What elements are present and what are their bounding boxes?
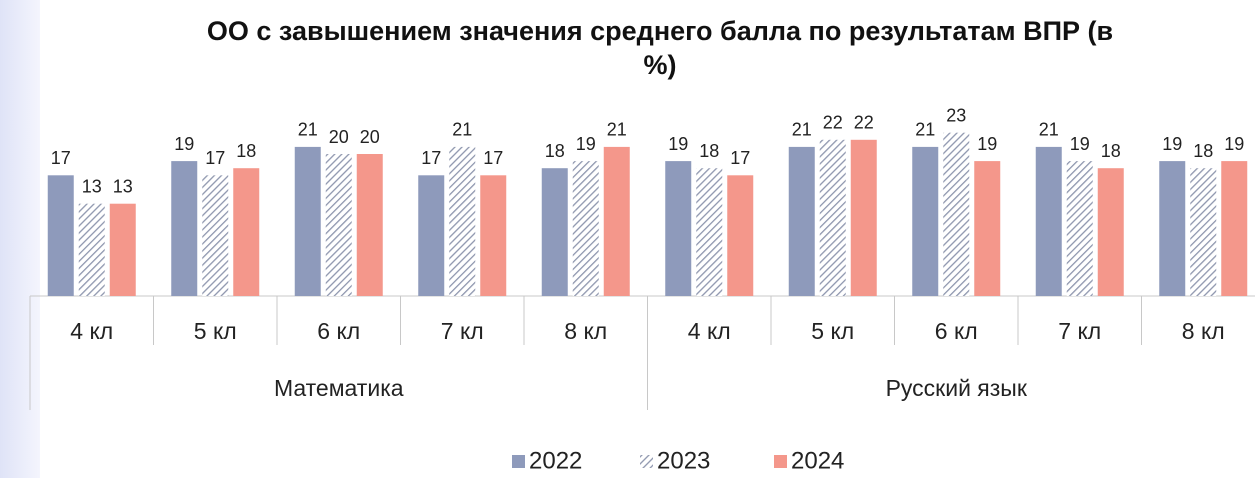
x-tick-label: 5 кл [811,318,854,344]
legend-swatch [640,455,653,468]
chart-title: ОО с завышением значения среднего балла … [206,16,1114,80]
bar [1097,168,1124,296]
data-label: 13 [113,176,133,196]
data-label: 21 [915,120,935,140]
bar [788,146,815,296]
data-label: 19 [576,134,596,154]
bar [943,132,970,296]
data-label: 19 [977,134,997,154]
data-label: 23 [946,105,966,125]
bar [1066,161,1093,296]
bar [819,139,846,296]
bar [727,175,754,296]
legend-swatch [774,455,787,468]
bar [696,168,723,296]
data-label: 22 [823,113,843,133]
data-label: 20 [360,127,380,147]
bar [449,146,476,296]
bar [541,168,568,296]
bar [603,146,630,296]
data-label: 18 [699,141,719,161]
data-label: 18 [236,141,256,161]
data-label: 17 [730,148,750,168]
bar [171,161,198,296]
bar [47,175,74,296]
data-label: 19 [1162,134,1182,154]
group-label: Математика [274,375,404,401]
bar [974,161,1001,296]
data-label: 13 [82,176,102,196]
data-label: 19 [1070,134,1090,154]
data-label: 21 [607,120,627,140]
bar [78,203,105,296]
legend-label: 2023 [657,447,710,474]
bar [1190,168,1217,296]
x-tick-label: 8 кл [1182,318,1225,344]
x-tick-label: 4 кл [70,318,113,344]
bar [233,168,260,296]
data-label: 18 [545,141,565,161]
bar [572,161,599,296]
side-band [0,0,40,478]
data-label: 19 [668,134,688,154]
data-label: 17 [205,148,225,168]
data-label: 21 [298,120,318,140]
bar [480,175,507,296]
data-label: 18 [1193,141,1213,161]
data-label: 17 [51,148,71,168]
legend-swatch [512,455,525,468]
legend-label: 2024 [791,447,844,474]
x-tick-label: 7 кл [1058,318,1101,344]
data-label: 21 [452,120,472,140]
data-label: 21 [792,120,812,140]
bar [418,175,445,296]
x-tick-label: 7 кл [441,318,484,344]
data-label: 19 [1224,134,1244,154]
bar [1035,146,1062,296]
x-tick-label: 5 кл [194,318,237,344]
x-tick-label: 6 кл [935,318,978,344]
data-label: 17 [483,148,503,168]
data-label: 18 [1101,141,1121,161]
x-tick-label: 6 кл [317,318,360,344]
x-tick-label: 8 кл [564,318,607,344]
bar [912,146,939,296]
data-label: 17 [421,148,441,168]
data-label: 19 [174,134,194,154]
data-label: 21 [1039,120,1059,140]
bar [294,146,321,296]
bar [202,175,229,296]
bar [325,154,352,296]
legend-label: 2022 [529,447,582,474]
bar [1221,161,1248,296]
data-label: 20 [329,127,349,147]
x-tick-label: 4 кл [688,318,731,344]
data-label: 22 [854,113,874,133]
group-label: Русский язык [886,375,1028,401]
bar [356,154,383,296]
bar [850,139,877,296]
bar [109,203,136,296]
bar [665,161,692,296]
bar [1159,161,1186,296]
